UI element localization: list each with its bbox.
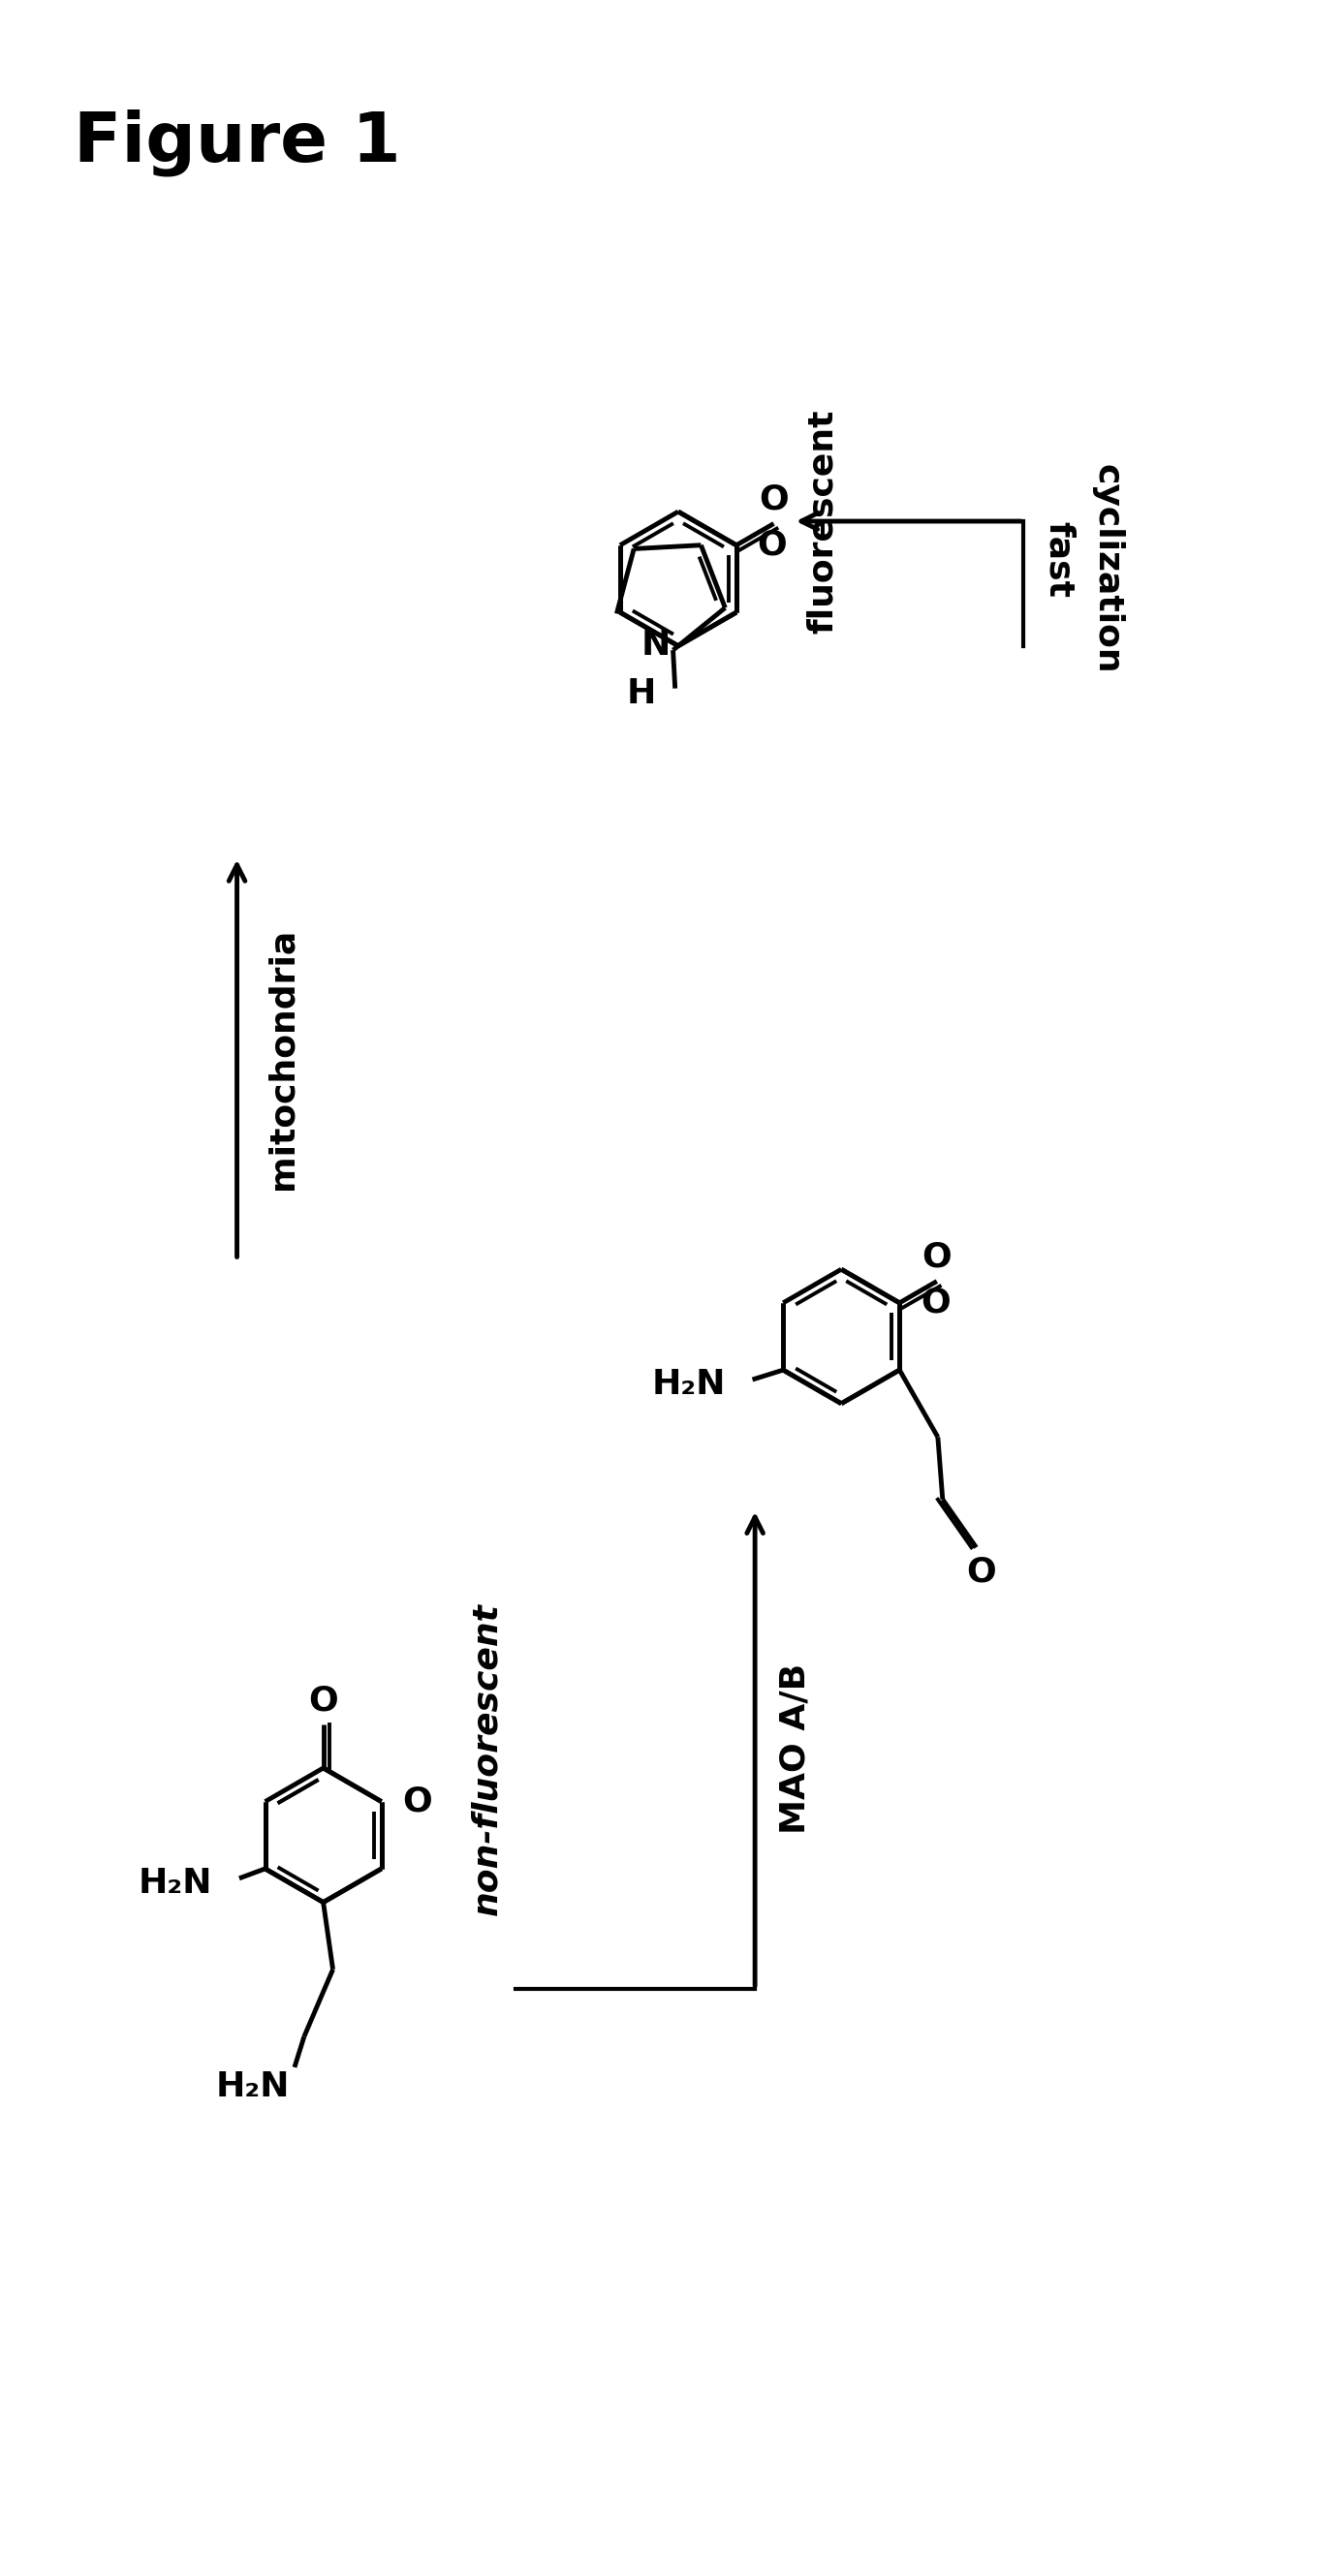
Text: fast: fast [1043,520,1075,598]
Text: O: O [308,1685,339,1718]
Text: mitochondria: mitochondria [266,927,298,1190]
Text: H₂N: H₂N [138,1868,212,1899]
Text: H₂N: H₂N [652,1368,726,1401]
Text: O: O [403,1785,433,1819]
Text: H₂N: H₂N [215,2071,290,2102]
Text: O: O [922,1242,952,1273]
Text: fluorescent: fluorescent [805,410,839,634]
Text: MAO A/B: MAO A/B [780,1664,812,1834]
Text: O: O [759,482,789,515]
Text: O: O [966,1556,996,1587]
Text: O: O [758,528,788,562]
Text: cyclization: cyclization [1091,464,1124,675]
Text: Figure 1: Figure 1 [74,108,401,175]
Text: H: H [626,677,656,711]
Text: non-fluorescent: non-fluorescent [470,1602,503,1914]
Text: O: O [921,1285,950,1319]
Text: N: N [641,629,671,662]
